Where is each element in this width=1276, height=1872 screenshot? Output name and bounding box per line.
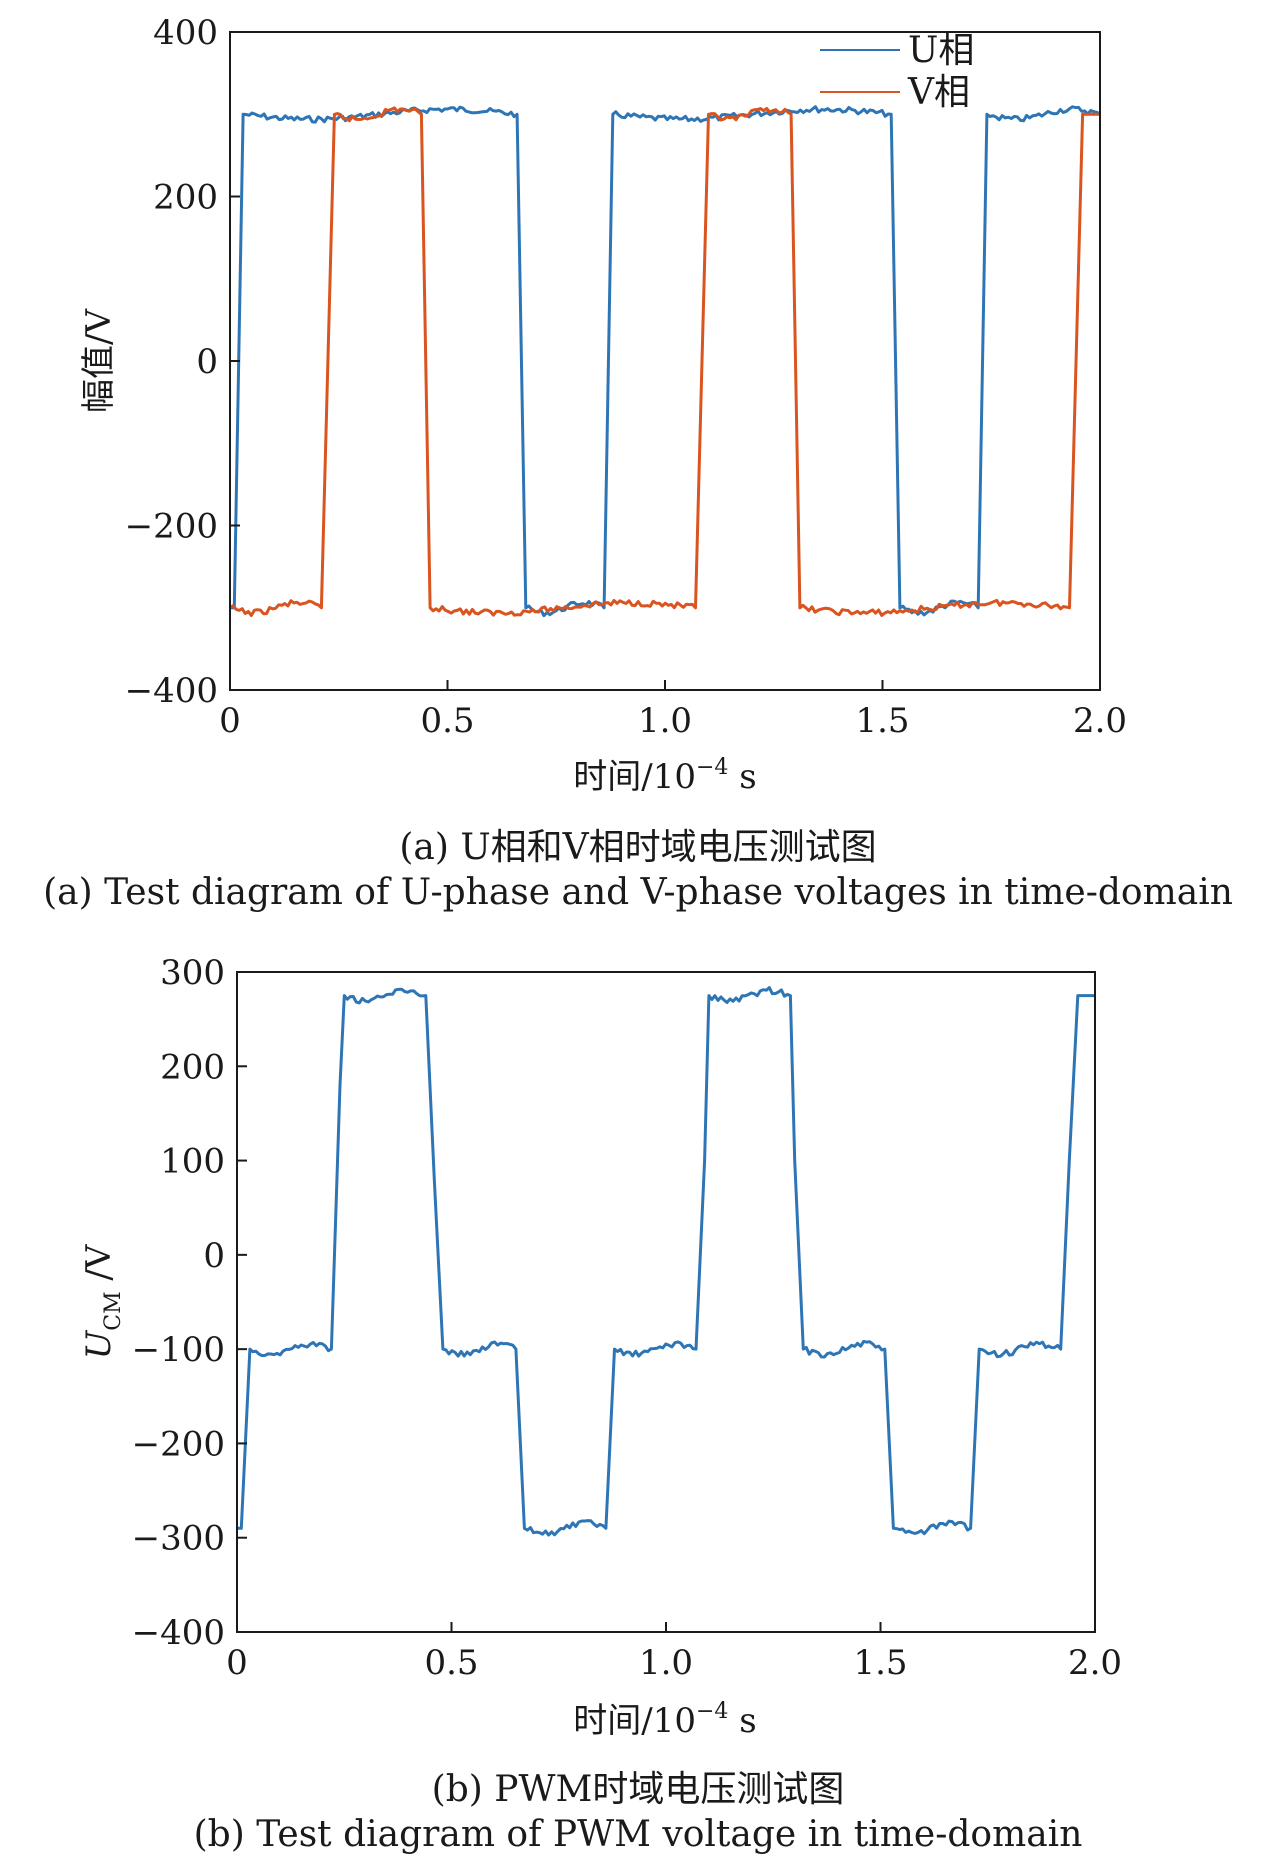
chart-panel-a: 400 200 0 −200 −400 0 0.5 1.0 1.5 2.0 幅值/V 时间/10… bbox=[79, 13, 1127, 797]
chart-b-series-group bbox=[237, 986, 1095, 1537]
x-tick-label: 1.0 bbox=[638, 701, 692, 741]
caption-b-chinese: (b) PWM时域电压测试图 bbox=[431, 1769, 845, 1810]
x-tick-label: 1.0 bbox=[639, 1643, 693, 1683]
chart-b-ylabel: UCM /V bbox=[79, 1243, 126, 1359]
chart-b-xlabel: 时间/10−4 s bbox=[573, 1699, 756, 1741]
chart-b-y-ticks: 300 200 100 0 −100 −200 −300 −400 bbox=[132, 953, 247, 1653]
chart-a-xlabel: 时间/10−4 s bbox=[573, 755, 756, 797]
y-tick-label: −200 bbox=[125, 507, 218, 547]
y-tick-label: 0 bbox=[196, 342, 218, 382]
x-tick-label: 2.0 bbox=[1073, 701, 1127, 741]
chart-a-series-group bbox=[229, 105, 1101, 618]
chart-a-frame bbox=[229, 31, 1101, 691]
chart-a-y-ticks: 400 200 0 −200 −400 bbox=[125, 13, 240, 711]
chart-a-ylabel: 幅值/V bbox=[79, 308, 119, 413]
chart-a-legend: U相 V相 bbox=[820, 30, 974, 113]
y-tick-label: 300 bbox=[160, 953, 225, 993]
chart-a-x-ticks: 0 0.5 1.0 1.5 2.0 bbox=[219, 680, 1127, 741]
legend-label-u: U相 bbox=[908, 30, 974, 71]
x-tick-label: 0 bbox=[226, 1643, 248, 1683]
y-tick-label: 200 bbox=[153, 178, 218, 218]
y-tick-label: −400 bbox=[132, 1613, 225, 1653]
caption-b-english: (b) Test diagram of PWM voltage in time-… bbox=[193, 1814, 1083, 1855]
caption-a-english: (a) Test diagram of U-phase and V-phase … bbox=[43, 872, 1233, 913]
x-tick-label: 2.0 bbox=[1068, 1643, 1122, 1683]
x-tick-label: 0 bbox=[219, 701, 241, 741]
caption-a-chinese: (a) U相和V相时域电压测试图 bbox=[399, 827, 877, 868]
x-tick-label: 0.5 bbox=[424, 1643, 478, 1683]
y-tick-label: 400 bbox=[153, 13, 218, 53]
chart-a-series-line-2 bbox=[229, 106, 1100, 617]
x-tick-label: 0.5 bbox=[420, 701, 474, 741]
chart-b-series-line-1 bbox=[237, 986, 1095, 1537]
chart-b-x-ticks: 0 0.5 1.0 1.5 2.0 bbox=[226, 1622, 1122, 1683]
y-tick-label: −100 bbox=[132, 1330, 225, 1370]
chart-b-frame bbox=[236, 971, 1096, 1633]
chart-a-series-line-1 bbox=[230, 105, 1101, 618]
x-tick-label: 1.5 bbox=[853, 1643, 907, 1683]
y-tick-label: −200 bbox=[132, 1424, 225, 1464]
y-tick-label: 0 bbox=[203, 1236, 225, 1276]
chart-panel-b: 300 200 100 0 −100 −200 −300 −400 0 0.5 1.0 1.5 2.0… bbox=[79, 953, 1122, 1741]
legend-label-v: V相 bbox=[907, 72, 970, 113]
y-tick-label: −400 bbox=[125, 671, 218, 711]
y-tick-label: −300 bbox=[132, 1519, 225, 1559]
x-tick-label: 1.5 bbox=[855, 701, 909, 741]
y-tick-label: 100 bbox=[160, 1142, 225, 1182]
y-tick-label: 200 bbox=[160, 1047, 225, 1087]
